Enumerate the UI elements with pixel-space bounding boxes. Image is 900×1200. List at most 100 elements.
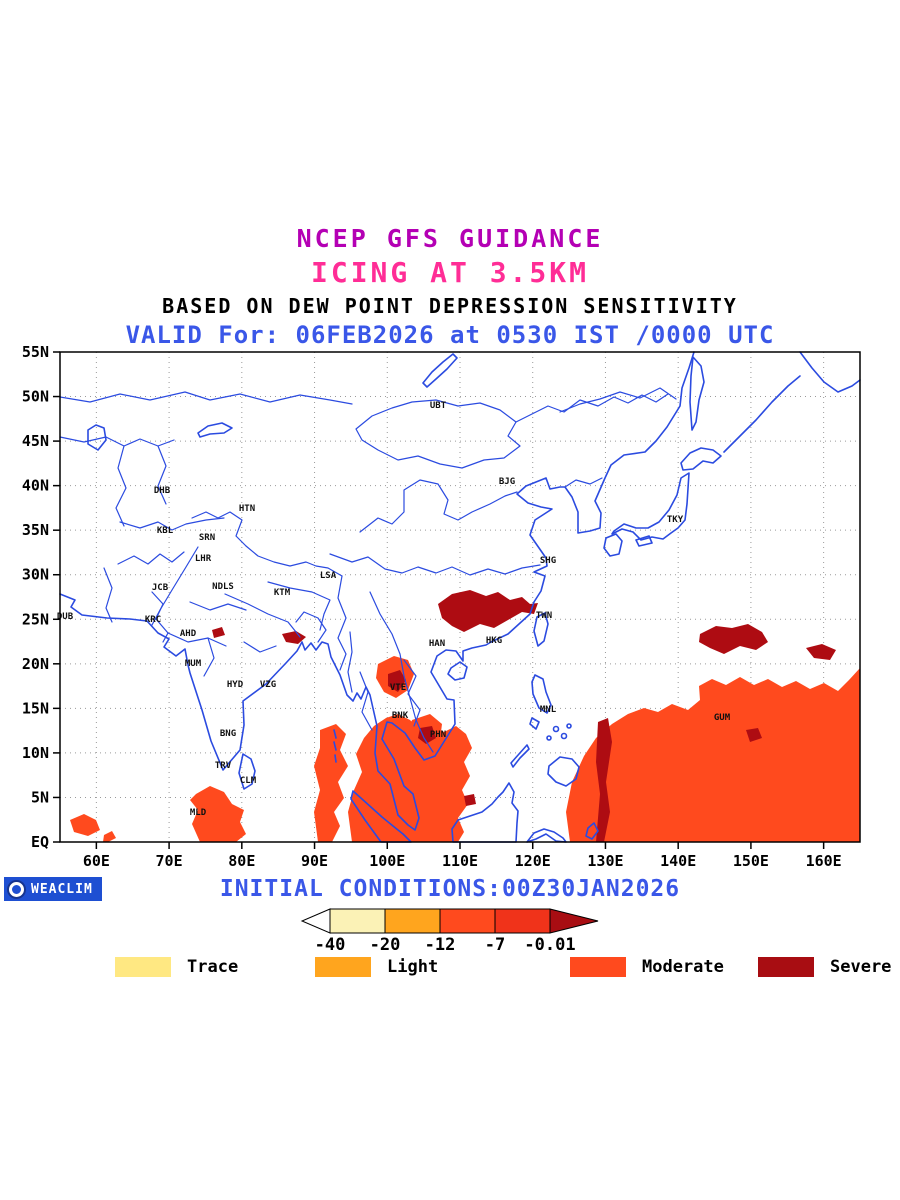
station-label-bnk: BNK (392, 711, 409, 721)
border-iran-pakistan (103, 567, 113, 623)
lon-tick-label: 80E (228, 852, 255, 870)
lat-tick-label: 40N (22, 477, 49, 495)
station-label-ubt: UBT (430, 401, 447, 411)
icing-moderate-andaman (314, 724, 348, 842)
island-luzon (531, 674, 552, 714)
island-palawan (510, 744, 530, 768)
icing-moderate-south-india (190, 786, 246, 842)
border-central-asia-1 (59, 436, 175, 447)
lon-tick-label: 130E (587, 852, 623, 870)
station-label-twn: TWN (536, 611, 552, 621)
icing-severe-130e-streak (596, 718, 612, 842)
station-label-vte: VTE (390, 683, 406, 693)
island-sulawesi (526, 828, 567, 843)
border-india-internal-4 (189, 601, 247, 611)
station-label-phn: PHN (430, 730, 446, 740)
lon-tick-label: 140E (660, 852, 696, 870)
legend-item-light: Light (315, 956, 438, 978)
lat-tick-label: 55N (22, 343, 49, 361)
icing-severe-east-edge (806, 644, 836, 660)
title-valid-time: VALID For: 06FEB2026 at 0530 IST /0000 U… (125, 321, 775, 349)
axis-tick-labels: 55N 50N 45N 40N 35N 30N 25N 20N 15N 10N 5N EQ 60E 70E… (22, 343, 842, 870)
station-label-mnl: MNL (540, 705, 557, 715)
border-india-internal-3 (243, 641, 277, 653)
legend-label-severe: Severe (830, 957, 892, 977)
lat-tick-label: 50N (22, 388, 49, 406)
station-label-mum: MUM (185, 659, 202, 669)
colorbar: -40 -20 -12 -7 -0.01 (300, 908, 600, 960)
legend-item-moderate: Moderate (570, 956, 724, 978)
icing-moderate-west-pacific (566, 668, 860, 842)
title-method: BASED ON DEW POINT DEPRESSION SENSITIVIT… (162, 294, 738, 318)
icing-severe-ne-india-1 (212, 627, 225, 638)
colorbar-left-arrow (300, 908, 331, 934)
river-brahmaputra (267, 581, 331, 631)
colorbar-tick-label: -0.01 (524, 935, 576, 955)
island-japan-kyushu (603, 533, 623, 557)
border-central-asia-3 (157, 445, 167, 505)
colorbar-right-arrow (549, 908, 599, 934)
colorbar-tick-label: -40 (314, 935, 346, 955)
colorbar-labels: -40 -20 -12 -7 -0.01 (300, 935, 600, 957)
icing-severe-near-guam (746, 728, 762, 742)
lon-tick-label: 90E (301, 852, 328, 870)
island-taiwan (533, 612, 549, 647)
station-label-bjg: BJG (499, 477, 515, 487)
icing-moderate-arabian-sea (70, 814, 100, 836)
island-hainan (447, 661, 468, 681)
forecast-map: UBT BJG TKY DHB HTN KBL SRN LHR LSA SHG JCB NDLS KTM… (22, 343, 861, 870)
lon-tick-label: 120E (515, 852, 551, 870)
icing-severe-thailand (418, 726, 436, 744)
icing-moderate-regions (70, 656, 860, 842)
station-label-ahd: AHD (180, 629, 197, 639)
station-label-ndls: NDLS (212, 582, 234, 592)
colorbar-scale (300, 908, 599, 934)
station-label-vzg: VZG (260, 680, 276, 690)
station-label-jcb: JCB (152, 583, 169, 593)
lon-tick-label: 70E (156, 852, 183, 870)
station-label-han: HAN (429, 639, 445, 649)
border-central-asia-2 (115, 445, 127, 527)
colorbar-tick-label: -20 (369, 935, 401, 955)
station-label-mld: MLD (190, 808, 207, 818)
lake-balkhash (197, 422, 233, 438)
station-label-gum: GUM (714, 713, 731, 723)
kuril-chain (723, 375, 801, 453)
initial-conditions-text: INITIAL CONDITIONS:00Z30JAN2026 (219, 876, 681, 902)
station-labels: UBT BJG TKY DHB HTN KBL SRN LHR LSA SHG JCB NDLS KTM… (57, 401, 731, 818)
weaclim-logo-icon (9, 881, 24, 897)
island-visayas-3 (546, 735, 552, 741)
colorbar-tick-label: -7 (484, 935, 506, 955)
legend-swatch-light (315, 957, 371, 977)
island-halmahera (585, 822, 599, 840)
border-mongolia (355, 399, 521, 469)
lat-tick-label: 20N (22, 655, 49, 673)
border-afghan-north (119, 517, 225, 531)
lat-tick-label: 10N (22, 744, 49, 762)
legend-label-light: Light (387, 957, 439, 977)
lake-baikal (422, 353, 458, 388)
lat-tick-label: 5N (31, 788, 49, 806)
colorbar-segment-0 (329, 908, 386, 934)
icing-severe-regions (212, 590, 836, 842)
island-japan-honshu (611, 472, 690, 541)
kamchatka-coast (799, 351, 861, 393)
coastline-asia-mainland (59, 351, 695, 831)
colorbar-segment-1 (384, 908, 441, 934)
station-label-tky: TKY (667, 515, 684, 525)
border-thai-myanmar (359, 671, 373, 731)
river-amur (559, 387, 677, 413)
lat-tick-label: 15N (22, 699, 49, 717)
station-label-lsa: LSA (320, 571, 337, 581)
border-kazakh-russia (59, 391, 353, 405)
island-mindanao (547, 756, 580, 787)
station-label-krc: KRC (145, 615, 161, 625)
map-frame (59, 351, 861, 843)
station-label-ktm: KTM (274, 588, 291, 598)
river-yellow (359, 479, 518, 533)
station-label-hyd: HYD (227, 680, 244, 690)
island-visayas-1 (552, 725, 560, 733)
border-india-internal-2 (203, 637, 215, 677)
lon-tick-label: 110E (442, 852, 478, 870)
weaclim-logo-text: WEACLIM (31, 881, 93, 897)
